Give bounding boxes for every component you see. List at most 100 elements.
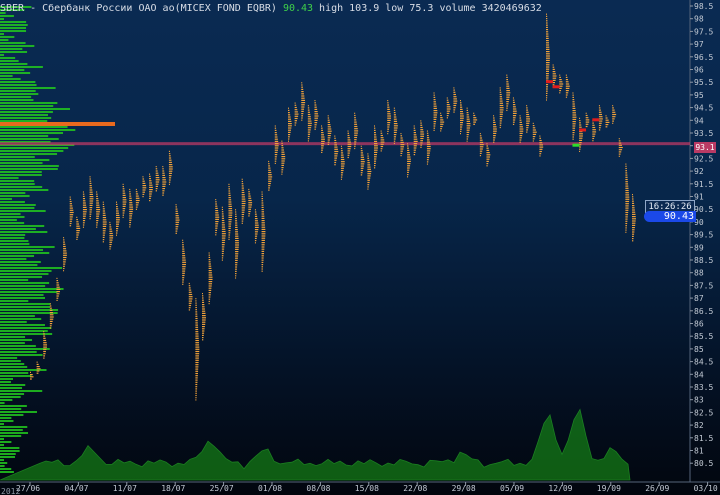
y-tick-label: 83.5 (694, 383, 713, 392)
volume-profile-bar (0, 426, 28, 428)
volume-profile-bar (0, 294, 44, 296)
price-profile-column (175, 204, 180, 234)
price-profile-column (460, 100, 464, 135)
y-tick-label: 97 (694, 40, 704, 49)
volume-profile-bar (0, 60, 19, 62)
price-profile-column (400, 133, 405, 157)
price-profile-column (49, 303, 54, 329)
y-tick-label: 93.5 (694, 129, 713, 138)
price-profile-column (155, 166, 160, 192)
volume-profile-bar (0, 30, 27, 32)
volume-profile-bar (0, 156, 35, 158)
volume-profile-bar (0, 387, 23, 389)
volume-profile-bar (0, 162, 43, 164)
volume-profile-bar (0, 351, 37, 353)
price-profile-column (142, 176, 147, 198)
volume-profile-bar (0, 303, 51, 305)
y-tick-label: 85.5 (694, 332, 713, 341)
volume-profile-bar (0, 276, 43, 278)
x-tick-label: 26/09 (645, 484, 669, 493)
level-price-badge: 93.1 (694, 142, 716, 153)
price-profile-column (618, 138, 623, 157)
volume-profile-bar (0, 114, 48, 116)
volume-profile-bar (0, 147, 69, 149)
y-tick-label: 90.5 (694, 205, 713, 214)
price-profile-column (413, 125, 418, 156)
volume-profile-bar (0, 201, 25, 203)
price-profile-column (301, 82, 306, 121)
price-profile-column (605, 115, 610, 128)
volume-profile-bar (0, 126, 68, 128)
volume-profile-bar (0, 45, 35, 47)
symbol-label: SBER (0, 3, 25, 14)
volume-profile-bar (0, 270, 52, 272)
y-tick-label: 81.5 (694, 434, 713, 443)
last-price: 90.43 (282, 3, 314, 14)
price-profile-column (235, 209, 239, 279)
y-tick-label: 96.5 (694, 53, 713, 62)
volume-profile-bar (0, 396, 21, 398)
y-tick-label: 96 (694, 66, 704, 75)
volume-profile-bar (0, 234, 26, 236)
price-profile-column (340, 145, 345, 180)
volume-profile-bar (0, 159, 50, 161)
volume-profile-bar (0, 84, 37, 86)
volume-profile-bar (0, 81, 36, 83)
y-tick-label: 88 (694, 269, 704, 278)
volume-profile-bar (0, 186, 43, 188)
x-tick-label: 19/09 (597, 484, 621, 493)
price-profile-column (288, 107, 292, 142)
y-tick-label: 80.5 (694, 459, 713, 468)
volume-profile-bar (0, 108, 71, 110)
price-profile-column (473, 112, 478, 125)
volume-profile-bar (0, 468, 12, 470)
poc-line (0, 122, 115, 126)
volume-profile-bar (0, 279, 29, 281)
y-tick-label: 86 (694, 320, 704, 329)
y-tick-label: 85 (694, 345, 704, 354)
trade-marker (579, 128, 587, 132)
volume-profile-bar (0, 336, 26, 338)
volume-profile-bar (0, 177, 19, 179)
trade-marker (546, 80, 553, 84)
x-tick-label: 08/08 (306, 484, 330, 493)
volume-profile-bar (0, 438, 4, 440)
volume-profile-bar (0, 24, 28, 26)
y-tick-label: 91.5 (694, 180, 713, 189)
y-tick-label: 94.5 (694, 104, 713, 113)
price-profile-column (380, 130, 385, 152)
price-profile-column (572, 92, 577, 140)
volume-profile-bar (0, 9, 25, 11)
volume-profile-bar (0, 360, 21, 362)
price-profile-column (76, 216, 81, 240)
volume-profile-bar (0, 12, 6, 14)
volume-profile-bar (0, 327, 52, 329)
x-tick-label: 04/07 (64, 484, 88, 493)
y-tick-label: 81 (694, 447, 704, 456)
volume-profile-bar (0, 249, 43, 251)
price-profile-column (195, 298, 200, 401)
volume-profile-bar (0, 282, 50, 284)
volume-profile-bar (0, 300, 29, 302)
price-profile-column (598, 105, 603, 131)
volume-profile-bar (0, 150, 64, 152)
volume-profile-bar (0, 243, 30, 245)
volume-profile-bar (0, 54, 4, 56)
price-profile-column (56, 277, 61, 301)
x-tick-label: 15/08 (355, 484, 379, 493)
price-profile-column (314, 100, 319, 130)
volume-profile-bar (0, 219, 17, 221)
volume-profile-bar (0, 75, 13, 77)
price-profile-column (122, 183, 127, 218)
volume-profile-bar (0, 93, 39, 95)
y-tick-label: 94 (694, 116, 704, 125)
price-profile-column (281, 140, 286, 175)
volume-profile-bar (0, 57, 16, 59)
price-profile-column (221, 206, 226, 261)
price-profile-column (215, 199, 220, 236)
volume-profile-bar (0, 138, 59, 140)
price-profile-column (268, 160, 273, 191)
volume-profile-bar (0, 450, 20, 452)
price-profile-column (632, 194, 636, 242)
